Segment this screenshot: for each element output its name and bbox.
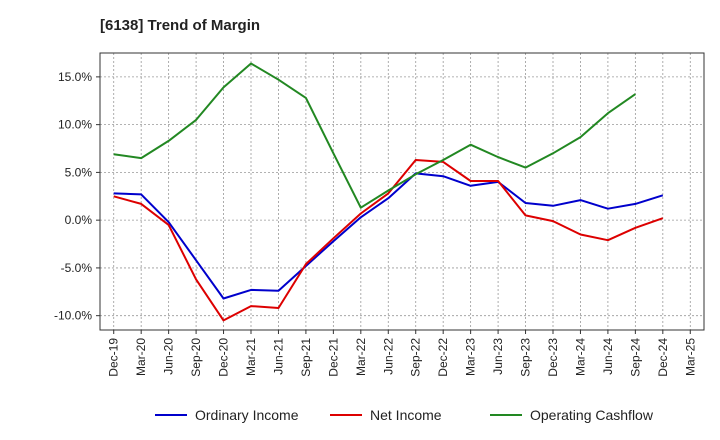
- x-tick-label: Mar-23: [464, 338, 478, 376]
- x-axis: Dec-19 Mar-20 Jun-20 Sep-20 Dec-20 Mar-21 Jun-…: [107, 330, 697, 377]
- x-tick-label: Mar-24: [573, 338, 587, 376]
- y-tick-label: 0.0%: [65, 213, 93, 227]
- series-lines: [113, 62, 664, 322]
- x-tick-label: Jun-23: [491, 338, 505, 375]
- legend-label: Ordinary Income: [195, 407, 299, 423]
- x-tick-label: Dec-22: [436, 338, 450, 377]
- series-line-operating-cashflow: [113, 62, 636, 209]
- x-tick-label: Dec-20: [217, 338, 231, 377]
- y-tick-label: -5.0%: [61, 261, 93, 275]
- y-axis: -10.0% -5.0% 0.0% 5.0% 10.0% 15.0%: [54, 70, 100, 323]
- series-line-ordinary-income: [113, 172, 664, 300]
- x-tick-label: Jun-22: [381, 338, 395, 375]
- y-tick-label: -10.0%: [54, 309, 92, 323]
- y-tick-label: 10.0%: [58, 118, 92, 132]
- legend-label: Net Income: [370, 407, 442, 423]
- grid: [100, 53, 704, 330]
- x-tick-label: Mar-20: [134, 338, 148, 376]
- x-tick-label: Sep-22: [409, 338, 423, 377]
- x-tick-label: Sep-20: [189, 338, 203, 377]
- plot-area-frame: [99, 52, 705, 331]
- x-tick-label: Mar-21: [244, 338, 258, 376]
- x-tick-label: Jun-21: [271, 338, 285, 375]
- x-tick-label: Mar-25: [683, 338, 697, 376]
- x-tick-label: Sep-21: [299, 338, 313, 377]
- y-tick-label: 5.0%: [65, 165, 93, 179]
- legend: Ordinary Income Net Income Operating Cashf…: [155, 407, 654, 423]
- x-tick-label: Jun-24: [601, 338, 615, 375]
- chart-title: [6138] Trend of Margin: [100, 17, 260, 34]
- x-tick-label: Dec-21: [326, 338, 340, 377]
- x-tick-label: Sep-23: [519, 338, 533, 377]
- x-tick-label: Dec-24: [656, 338, 670, 377]
- series-line-net-income: [113, 159, 664, 322]
- x-tick-label: Jun-20: [162, 338, 176, 375]
- x-tick-label: Dec-19: [107, 338, 121, 377]
- x-tick-label: Sep-24: [628, 338, 642, 377]
- x-tick-label: Mar-22: [354, 338, 368, 376]
- x-tick-label: Dec-23: [546, 338, 560, 377]
- legend-label: Operating Cashflow: [530, 407, 654, 423]
- y-tick-label: 15.0%: [58, 70, 92, 84]
